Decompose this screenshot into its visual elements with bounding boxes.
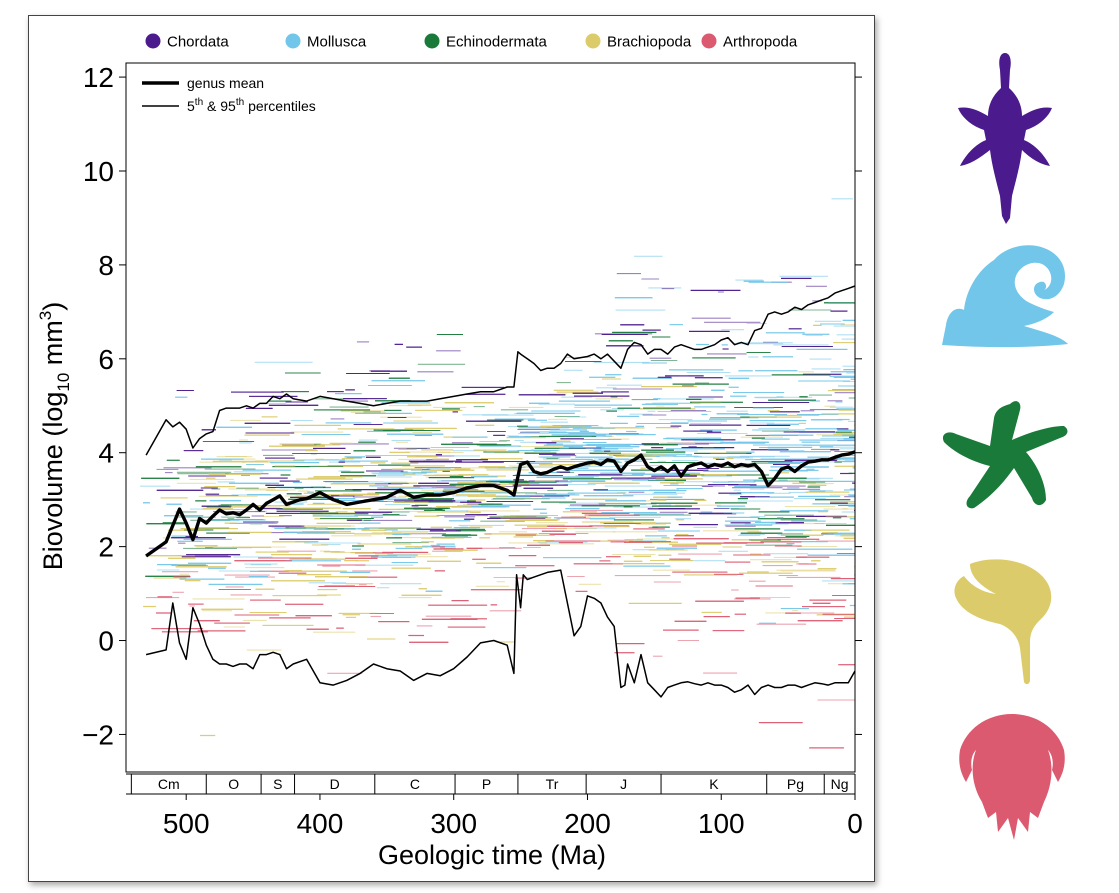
legend-swatch-arthropoda [701,33,717,49]
chart-svg: Chordata Mollusca Echinodermata Brachiopoda… [36,33,863,870]
legend-label-brachiopoda: Brachiopoda [607,34,692,51]
starfish-icon [942,401,1068,509]
y-tick-label: 12 [83,62,114,93]
legend-label-arthropoda: Arthropoda [723,34,798,51]
plot-border [125,62,856,773]
legend-label-chordata: Chordata [167,34,229,51]
legend-swatch-mollusca [285,33,301,49]
taxon-range-dashes [140,198,855,749]
y-tick-label: −2 [82,719,114,750]
period-label-s: S [273,776,282,792]
starfish-shape [942,401,1068,509]
period-label-d: D [330,776,340,792]
period-label-pg: Pg [787,776,804,792]
y-tick-label: 6 [98,344,114,375]
legend-mean-label: genus mean [187,75,264,91]
x-tick-label: 0 [847,808,863,839]
snail-icon [942,245,1068,348]
legend-percentile-label: 5th & 95th percentiles [187,97,316,114]
legend-swatch-echinodermata [424,33,440,49]
plesiosaur-icon [958,53,1052,224]
period-label-k: K [709,776,719,792]
trilobite-icon [959,714,1065,840]
chart-frame: Chordata Mollusca Echinodermata Brachiopoda… [28,15,875,882]
x-tick-label: 500 [163,808,210,839]
y-tick-label: 2 [98,532,114,563]
legend-label-mollusca: Mollusca [307,34,367,51]
series-line-genus-mean [145,450,856,558]
x-tick-label: 300 [430,808,477,839]
y-axis: 12 10 8 6 4 2 0 −2 [82,62,862,750]
brachiopod-icon [954,559,1052,685]
series-line-95th-percentile [145,285,856,456]
y-tick-label: 0 [98,626,114,657]
y-tick-label: 4 [98,438,114,469]
legend-label-echinodermata: Echinodermata [446,34,548,51]
percentile-lines [125,62,856,773]
plesiosaur-shape [958,53,1052,224]
x-axis-label: Geologic time (Ma) [378,840,606,870]
taxon-legend: Chordata Mollusca Echinodermata Brachiopoda… [145,33,798,51]
y-tick-label: 10 [83,156,114,187]
snail-shape [942,245,1068,348]
x-axis: 500 400 300 200 100 0 [163,794,863,839]
x-tick-label: 200 [564,808,611,839]
x-tick-label: 400 [297,808,344,839]
y-tick-label: 8 [98,250,114,281]
period-label-p: P [482,776,491,792]
y-axis-label: Biovolume (log10 mm3) [36,302,73,570]
period-label-c: C [410,776,420,792]
line-legend: genus mean 5th & 95th percentiles [142,75,316,114]
geologic-period-bar: Cm O S D C P Tr J K Pg Ng [126,773,856,795]
period-label-ng: Ng [831,776,849,792]
legend-swatch-brachiopoda [585,33,601,49]
period-label-cm: Cm [158,776,180,792]
x-tick-label: 100 [698,808,745,839]
series-line-5th-percentile [145,569,856,698]
brachiopod-shape [954,559,1052,685]
period-label-o: O [228,776,239,792]
trilobite-shape [959,714,1065,840]
period-label-tr: Tr [546,776,559,792]
legend-swatch-chordata [145,33,161,49]
period-label-j: J [620,776,627,792]
